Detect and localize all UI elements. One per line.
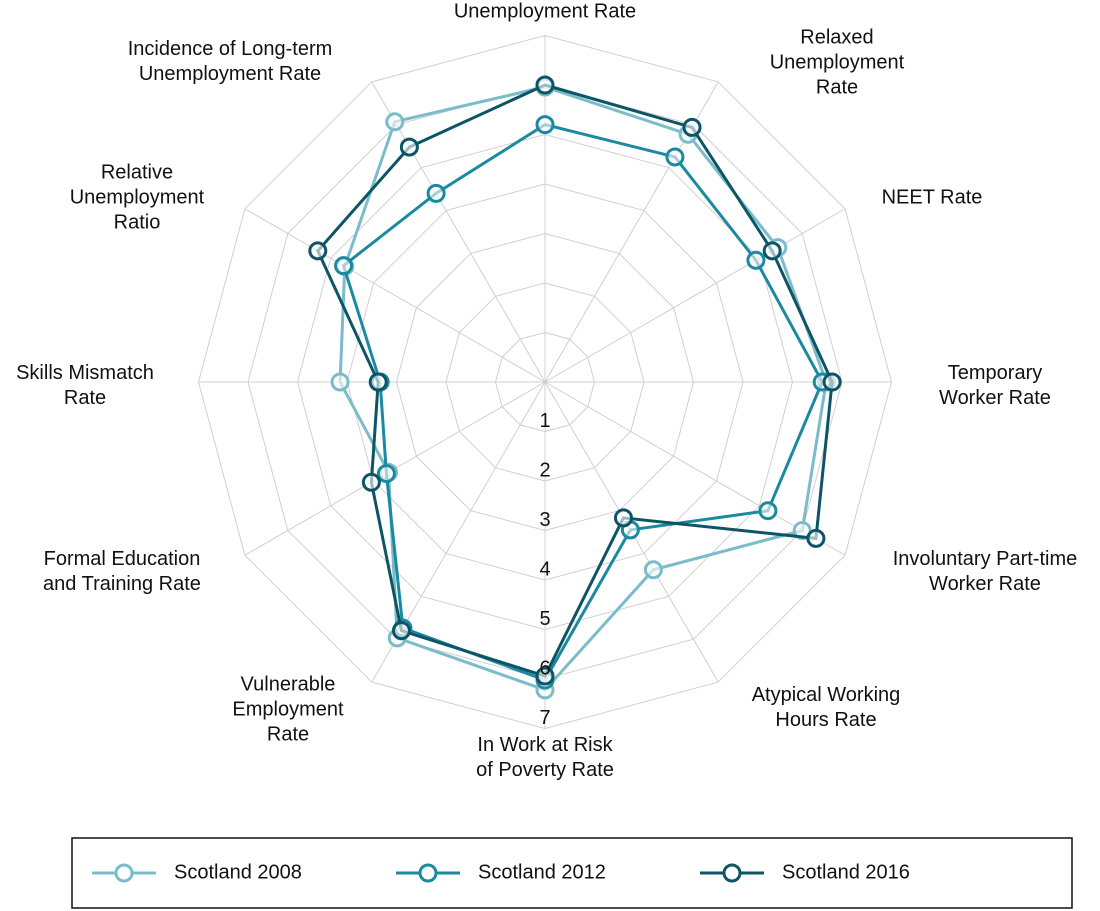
marker (330, 372, 350, 392)
tick-label: 4 (539, 558, 550, 580)
category-label: Skills Mismatch (16, 362, 154, 384)
grid-ring (445, 282, 645, 482)
marker (426, 183, 446, 203)
category-label: Temporary (948, 362, 1042, 384)
marker (535, 115, 555, 135)
tick-label: 7 (539, 707, 550, 729)
category-label: In Work at Risk (477, 734, 613, 756)
category-label: and Training Rate (43, 573, 201, 595)
marker (806, 528, 826, 548)
tick-label: 3 (539, 509, 550, 531)
category-label: Rate (816, 76, 858, 98)
marker (385, 112, 405, 132)
legend-box (71, 837, 1073, 909)
series (308, 75, 842, 686)
spoke (371, 81, 546, 383)
category-label: Relaxed (800, 26, 873, 48)
category-label: NEET Rate (882, 186, 983, 208)
tick-label: 2 (539, 459, 550, 481)
tick-label: 1 (539, 410, 550, 432)
category-label: Worker Rate (929, 573, 1041, 595)
category-label: Relative (101, 161, 173, 183)
category-label: Employment (232, 698, 344, 720)
legend-marker (722, 863, 742, 883)
marker (746, 250, 766, 270)
tick-label: 5 (539, 608, 550, 630)
legend-label: Scotland 2008 (174, 861, 302, 883)
marker (535, 75, 555, 95)
marker (376, 464, 396, 484)
category-label: Hours Rate (775, 709, 876, 731)
grid-ring (494, 331, 596, 433)
category-label: Unemployment (70, 186, 205, 208)
category-label: Incidence of Long-term (128, 38, 333, 60)
category-label: of Poverty Rate (476, 759, 614, 781)
tick-label: 6 (539, 657, 550, 679)
category-label: Unemployment Rate (454, 0, 636, 22)
marker (391, 621, 411, 641)
legend-marker (418, 863, 438, 883)
marker (682, 117, 702, 137)
marker (792, 521, 812, 540)
category-label: Rate (64, 387, 106, 409)
marker (368, 372, 388, 392)
category-label: Ratio (114, 211, 161, 233)
marker (535, 666, 555, 686)
spoke (544, 208, 846, 383)
legend-marker (114, 863, 134, 883)
grid-ring (346, 183, 744, 581)
spoke (244, 208, 546, 383)
marker (361, 472, 381, 492)
series (330, 77, 836, 700)
grid-ring (197, 34, 893, 730)
category-label: Unemployment (770, 51, 905, 73)
marker (399, 137, 419, 157)
legend-label: Scotland 2016 (782, 861, 910, 883)
marker (758, 501, 778, 521)
grid-ring (395, 232, 695, 532)
category-label: Involuntary Part-time (893, 548, 1078, 570)
marker (308, 241, 328, 261)
category-label: Rate (267, 723, 309, 745)
marker (613, 508, 633, 528)
category-label: Vulnerable (241, 673, 336, 695)
category-label: Formal Education (44, 548, 201, 570)
marker (334, 256, 354, 276)
marker (822, 372, 842, 392)
category-label: Atypical Working (752, 684, 901, 706)
category-label: Worker Rate (939, 387, 1051, 409)
marker (665, 147, 685, 167)
category-label: Unemployment Rate (139, 63, 321, 85)
marker (762, 241, 782, 261)
marker (643, 560, 663, 580)
legend-label: Scotland 2012 (478, 861, 606, 883)
